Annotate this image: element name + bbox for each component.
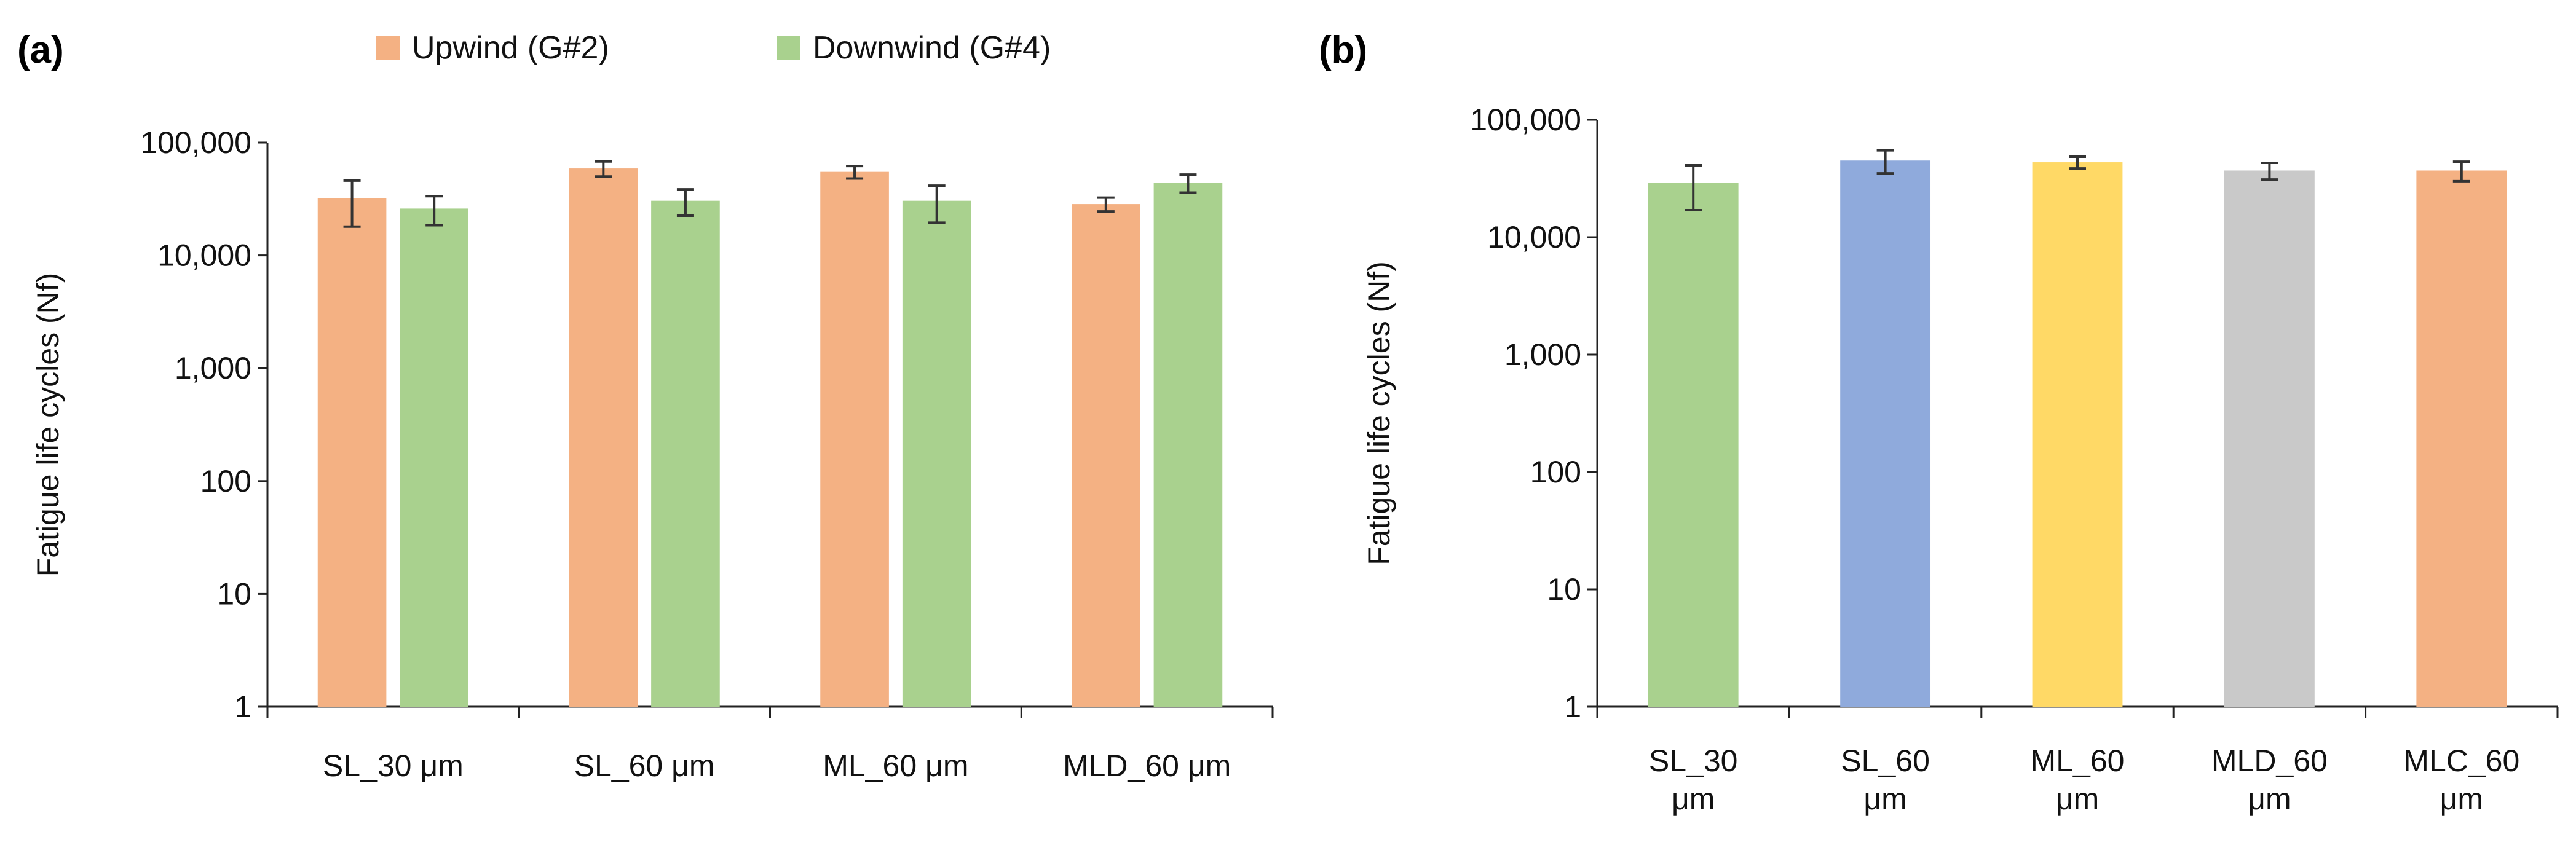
- bar: [1072, 204, 1140, 707]
- x-tick-label: SL_60 μm: [574, 749, 715, 783]
- panel-a-chart: (a) Fatigue life cycles (Nf) 1 10 100 1,000 10…: [17, 29, 1274, 783]
- bar: [569, 168, 638, 707]
- legend-label: Upwind (G#2): [412, 30, 609, 66]
- x-tick-label: MLC_60: [2403, 744, 2519, 778]
- y-tick-label: 100,000: [140, 125, 251, 160]
- panel-label: (a): [17, 29, 64, 71]
- x-tick-label: SL_60: [1841, 744, 1930, 778]
- y-tick-label: 1,000: [1504, 337, 1581, 372]
- legend-label: Downwind (G#4): [813, 30, 1051, 66]
- y-tick-label: 10,000: [157, 238, 251, 273]
- bar: [820, 171, 889, 707]
- y-axis-title: Fatigue life cycles (Nf): [1362, 261, 1396, 565]
- bar: [2416, 170, 2507, 707]
- x-tick-label: SL_30 μm: [323, 749, 464, 783]
- y-tick-label: 10: [1547, 572, 1581, 607]
- x-tick-label: MLD_60: [2211, 744, 2328, 778]
- y-tick-label: 1: [1564, 690, 1581, 724]
- bar: [2032, 162, 2123, 707]
- x-tick-label: μm: [2440, 782, 2483, 816]
- y-axis-title: Fatigue life cycles (Nf): [31, 273, 65, 577]
- x-tick-label: μm: [1863, 782, 1906, 816]
- y-tick-label: 100: [1530, 455, 1581, 489]
- panel-b-chart: (b) Fatigue life cycles (Nf) 1 10 100 1,000 10…: [1319, 29, 2559, 816]
- y-tick-label: 100: [200, 464, 251, 498]
- bar: [1648, 183, 1739, 707]
- x-tick-label: μm: [1672, 782, 1715, 816]
- y-tick-label: 1,000: [175, 351, 251, 385]
- y-tick-label: 10: [217, 576, 251, 611]
- bar: [400, 208, 468, 707]
- bar: [1840, 160, 1931, 707]
- bar: [317, 198, 387, 707]
- x-tick-label: ML_60 μm: [823, 749, 968, 783]
- x-tick-label: μm: [2056, 782, 2099, 816]
- bar: [902, 200, 971, 707]
- y-tick-label: 10,000: [1487, 220, 1581, 254]
- x-tick-label: ML_60: [2031, 744, 2125, 778]
- x-tick-label: MLD_60 μm: [1063, 749, 1231, 783]
- legend-swatch: [376, 36, 400, 60]
- bar: [2224, 170, 2315, 707]
- y-tick-label: 100,000: [1470, 103, 1581, 137]
- x-tick-label: SL_30: [1649, 744, 1738, 778]
- bar: [1153, 183, 1223, 707]
- x-tick-label: μm: [2248, 782, 2291, 816]
- panel-label: (b): [1319, 29, 1367, 71]
- bar: [651, 200, 720, 707]
- y-tick-label: 1: [234, 690, 251, 724]
- legend-swatch: [777, 36, 800, 60]
